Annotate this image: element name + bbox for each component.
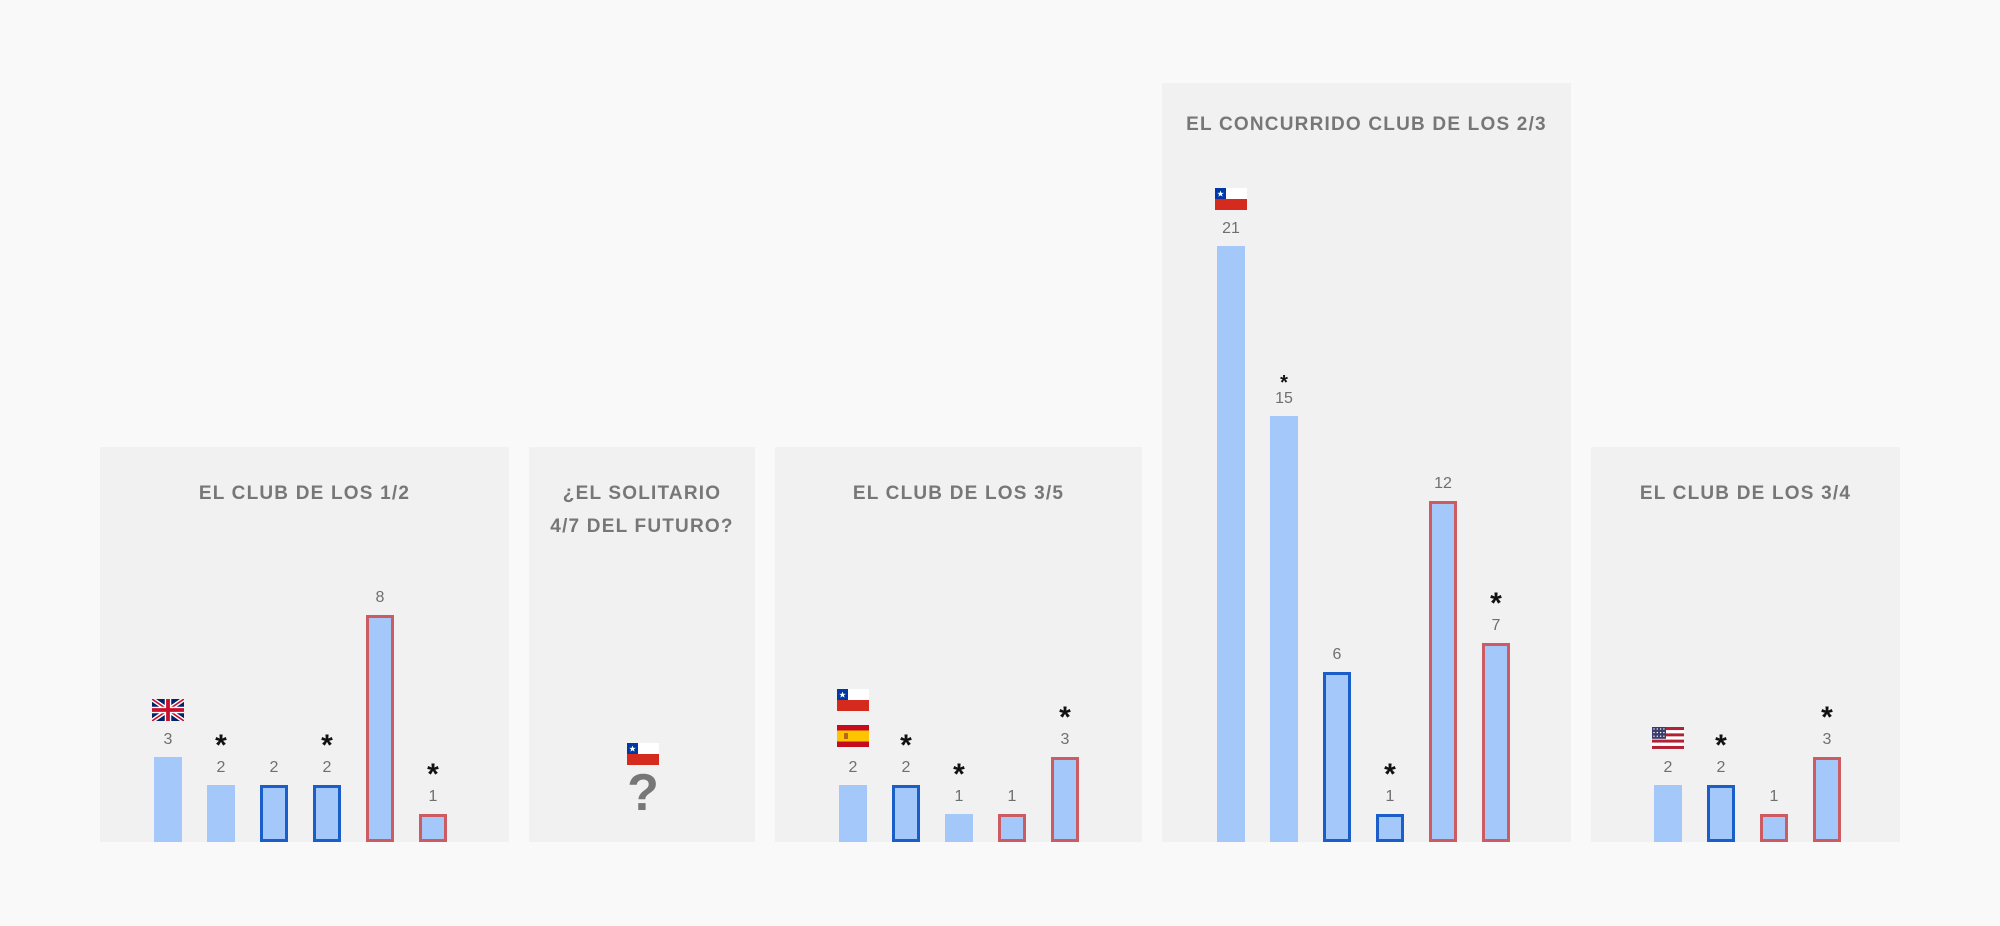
chart-panel — [775, 447, 1142, 842]
data-label: 12 — [1434, 475, 1452, 493]
chart-bar — [1270, 416, 1298, 842]
chart-bar — [419, 813, 447, 842]
chart-bar — [260, 785, 288, 842]
flag-usa-icon — [1652, 727, 1684, 750]
flag-uk-icon — [152, 698, 184, 721]
asterisk-marker: * — [1490, 587, 1502, 621]
chart-bar — [892, 785, 920, 842]
chart-panel — [1591, 447, 1900, 842]
flag-chile-icon — [627, 743, 659, 765]
chart-panel — [529, 447, 755, 842]
data-label: 2 — [216, 759, 226, 777]
data-label: 2 — [269, 759, 279, 777]
data-label: 3 — [1060, 730, 1070, 748]
chart-bar — [366, 614, 394, 842]
asterisk-marker: * — [1715, 729, 1727, 763]
data-label: 2 — [322, 759, 332, 777]
chart-bar — [154, 756, 182, 842]
flag-chile-icon — [1215, 187, 1247, 210]
chart-bar — [1813, 756, 1841, 842]
data-label: 3 — [163, 730, 173, 748]
asterisk-marker: * — [321, 729, 333, 763]
chart-title: EL CLUB DE LOS 3/4 — [1639, 483, 1852, 504]
flag-spain-icon — [837, 725, 869, 748]
asterisk-marker: * — [1821, 700, 1833, 734]
data-label: 21 — [1222, 219, 1240, 237]
data-label: 3 — [1822, 730, 1832, 748]
data-label: 2 — [901, 759, 911, 777]
data-label: 6 — [1332, 645, 1342, 663]
chart-bar — [1376, 813, 1404, 842]
asterisk-marker: * — [427, 757, 439, 791]
data-label: 1 — [1007, 787, 1017, 805]
data-label: 2 — [848, 759, 858, 777]
data-label: 8 — [375, 588, 385, 606]
chart-bar — [1707, 785, 1735, 842]
data-label: 1 — [954, 787, 964, 805]
chart-title: ¿EL SOLITARIO 4/7 DEL FUTURO? — [550, 483, 734, 537]
asterisk-marker: * — [900, 729, 912, 763]
chart-bar — [313, 785, 341, 842]
data-label: 7 — [1491, 617, 1501, 635]
chart-bar — [1051, 756, 1079, 842]
asterisk-marker: * — [1059, 700, 1071, 734]
flag-chile-icon — [837, 689, 869, 712]
data-label: 1 — [1385, 787, 1395, 805]
chart-bar — [1429, 501, 1457, 842]
asterisk-marker: * — [1280, 372, 1288, 394]
asterisk-marker: * — [953, 757, 965, 791]
data-label: 15 — [1275, 390, 1293, 407]
chart-bar — [945, 813, 973, 842]
chart-bar — [207, 785, 235, 842]
question-mark: ? — [627, 764, 659, 822]
chart-bar — [1654, 785, 1682, 842]
chart-bar — [1482, 643, 1510, 842]
chart-bar — [1217, 245, 1245, 842]
asterisk-marker: * — [1384, 757, 1396, 791]
data-label: 1 — [428, 787, 438, 805]
data-label: 2 — [1663, 759, 1673, 777]
data-label: 1 — [1769, 787, 1779, 805]
data-label: 2 — [1716, 759, 1726, 777]
chart-bar — [1760, 813, 1788, 842]
chart-title: EL CLUB DE LOS 3/5 — [852, 483, 1065, 504]
chart-title: EL CLUB DE LOS 1/2 — [198, 483, 411, 504]
chart-bar — [998, 813, 1026, 842]
asterisk-marker: * — [215, 729, 227, 763]
chart-title: EL CONCURRIDO CLUB DE LOS 2/3 — [1186, 114, 1547, 135]
chart-bar — [1323, 671, 1351, 842]
chart-bar — [839, 785, 867, 842]
